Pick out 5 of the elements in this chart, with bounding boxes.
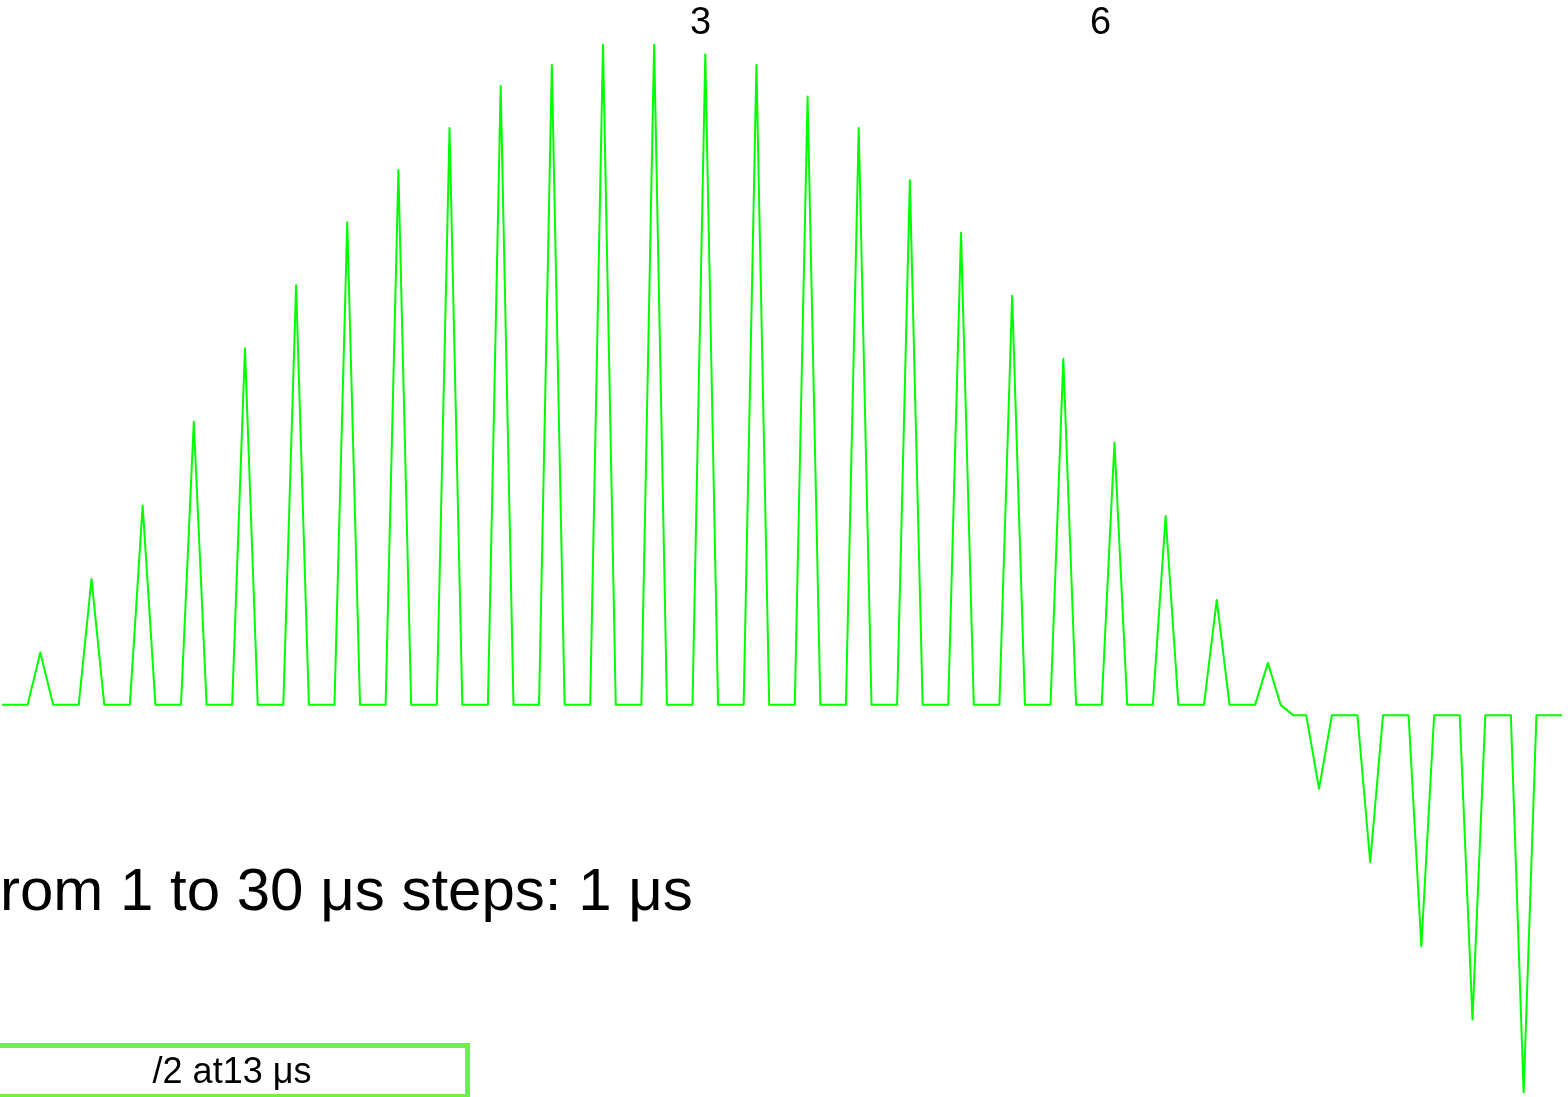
- annotation: /2 at13 μs: [152, 1050, 312, 1092]
- annotation: rom 1 to 30 μs steps: 1 μs: [0, 856, 693, 923]
- text-box: /2 at13 μs: [0, 1043, 470, 1097]
- text: 3: [690, 0, 712, 42]
- text: 6: [1090, 0, 1112, 42]
